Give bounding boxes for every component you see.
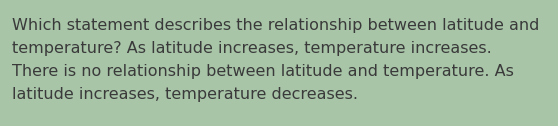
Text: latitude increases, temperature decreases.: latitude increases, temperature decrease… bbox=[12, 87, 358, 102]
Text: Which statement describes the relationship between latitude and: Which statement describes the relationsh… bbox=[12, 18, 540, 33]
Text: temperature? As latitude increases, temperature increases.: temperature? As latitude increases, temp… bbox=[12, 41, 492, 56]
Text: There is no relationship between latitude and temperature. As: There is no relationship between latitud… bbox=[12, 64, 514, 79]
